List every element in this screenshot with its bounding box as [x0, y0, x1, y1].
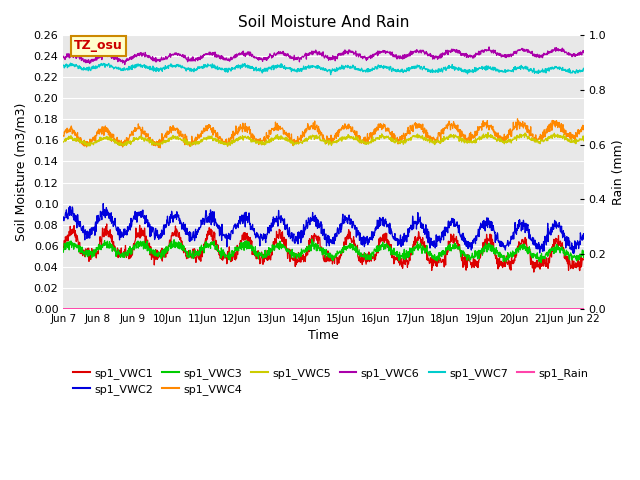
- Text: TZ_osu: TZ_osu: [74, 39, 122, 52]
- Y-axis label: Rain (mm): Rain (mm): [612, 139, 625, 205]
- Legend: sp1_VWC1, sp1_VWC2, sp1_VWC3, sp1_VWC4, sp1_VWC5, sp1_VWC6, sp1_VWC7, sp1_Rain: sp1_VWC1, sp1_VWC2, sp1_VWC3, sp1_VWC4, …: [69, 363, 593, 400]
- Y-axis label: Soil Moisture (m3/m3): Soil Moisture (m3/m3): [15, 103, 28, 241]
- Title: Soil Moisture And Rain: Soil Moisture And Rain: [238, 15, 409, 30]
- X-axis label: Time: Time: [308, 329, 339, 342]
